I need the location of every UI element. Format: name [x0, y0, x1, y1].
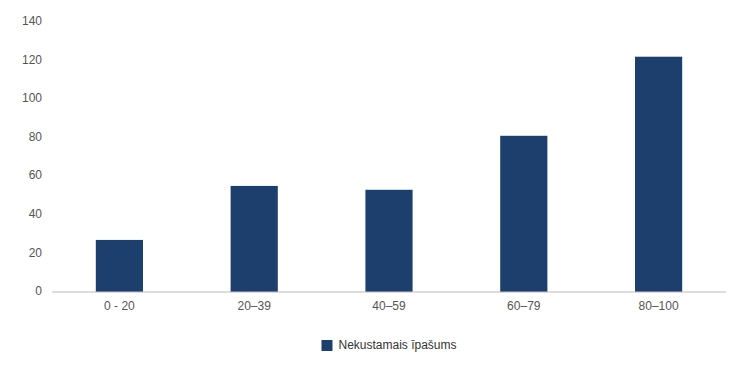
y-tick-label: 140 [22, 14, 42, 28]
x-tick-label: 80–100 [639, 299, 679, 313]
y-tick-label: 80 [29, 130, 43, 144]
legend-item: Nekustamais īpašums [321, 338, 456, 352]
y-tick-label: 40 [29, 207, 43, 221]
bar [635, 57, 682, 292]
bar [365, 190, 412, 292]
x-axis: 0 - 20 20–39 40–59 60–79 80–100 [52, 292, 726, 313]
bars [96, 57, 682, 292]
bar [500, 136, 547, 292]
x-tick-label: 60–79 [507, 299, 541, 313]
y-tick-label: 100 [22, 91, 42, 105]
y-tick-label: 120 [22, 53, 42, 67]
x-tick-label: 0 - 20 [104, 299, 135, 313]
y-tick-label: 20 [29, 246, 43, 260]
x-axis-line [52, 292, 726, 293]
bar [96, 240, 143, 292]
chart: 0 20 40 60 80 100 120 140 0 - 20 20–39 40–59 60–79 8… [0, 0, 750, 370]
legend-label: Nekustamais īpašums [338, 338, 456, 352]
bar [231, 186, 278, 292]
x-tick-label: 20–39 [238, 299, 272, 313]
legend: Nekustamais īpašums [321, 338, 456, 352]
x-tick-label: 40–59 [372, 299, 406, 313]
y-tick-label: 0 [35, 284, 42, 298]
y-axis: 0 20 40 60 80 100 120 140 [22, 14, 42, 298]
chart-container: 0 20 40 60 80 100 120 140 0 - 20 20–39 40–59 60–79 8… [0, 0, 750, 370]
legend-swatch [321, 340, 332, 351]
y-tick-label: 60 [29, 168, 43, 182]
